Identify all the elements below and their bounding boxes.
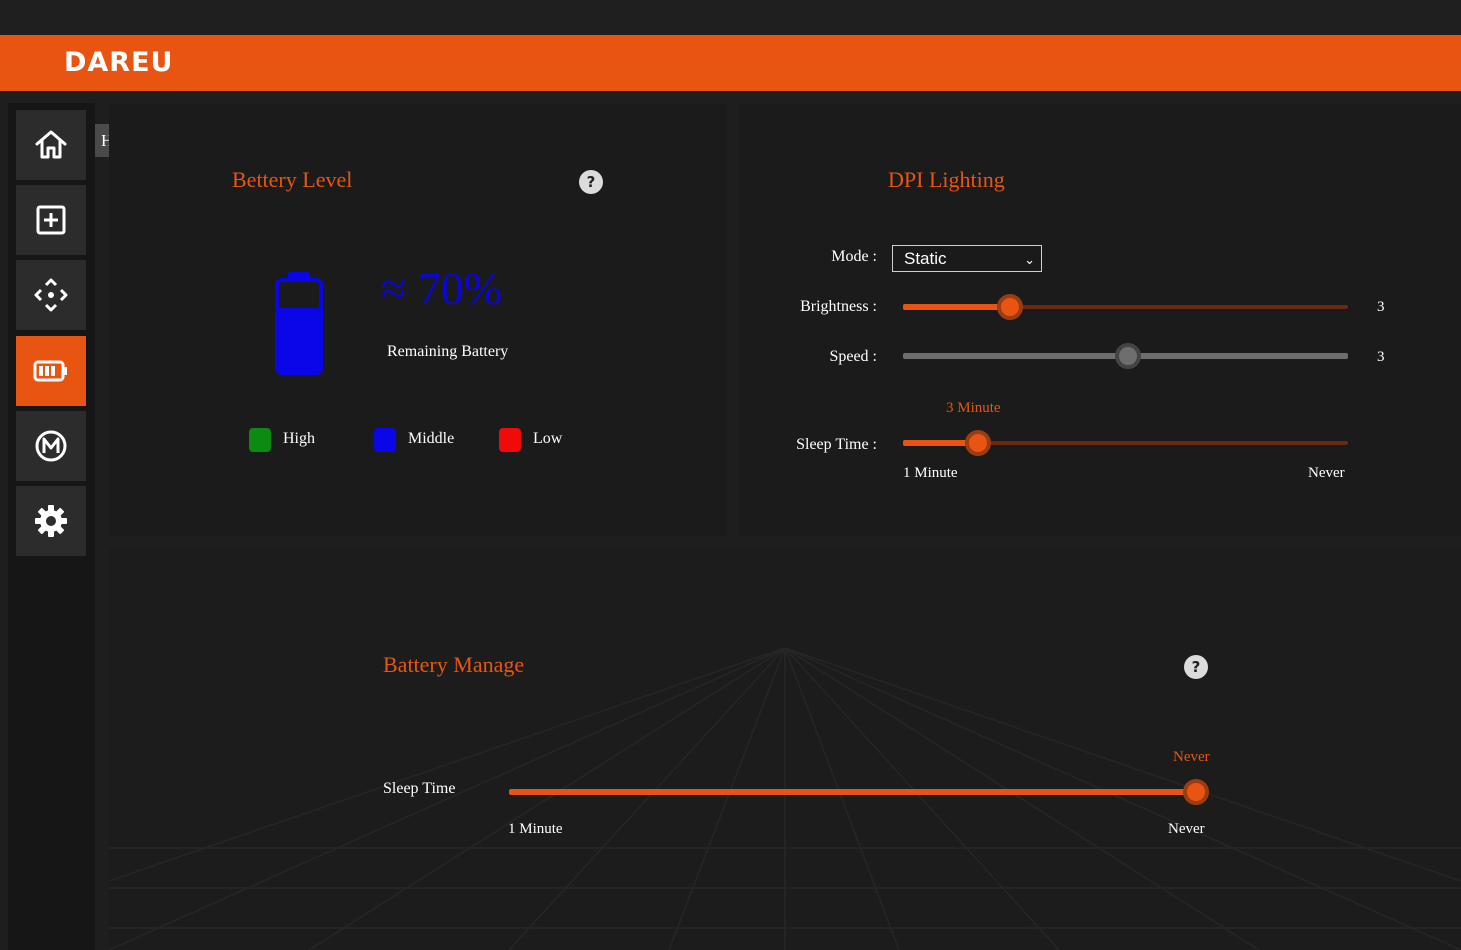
legend-high-label: High [283, 430, 315, 447]
brightness-slider-knob[interactable] [996, 294, 1023, 320]
dpi-sleep-slider-fill [903, 440, 978, 446]
legend-low-swatch [499, 428, 521, 452]
dpi-sleep-min: 1 Minute [903, 465, 958, 481]
sidebar-item-settings[interactable] [16, 486, 86, 556]
battery-gauge-icon [275, 272, 323, 375]
battery-level-help-icon[interactable]: ? [579, 170, 603, 194]
speed-value: 3 [1377, 349, 1385, 365]
brightness-slider-track[interactable] [903, 305, 1348, 309]
remaining-battery-label: Remaining Battery [387, 343, 509, 360]
legend-high-swatch [249, 428, 271, 452]
legend-low-label: Low [533, 430, 563, 447]
sidebar-item-add[interactable] [16, 185, 86, 255]
brightness-value: 3 [1377, 299, 1385, 315]
sidebar-item-battery[interactable] [16, 336, 86, 406]
dareu-logo: DAREU [64, 47, 174, 78]
title-bar [0, 0, 1461, 35]
gear-icon [35, 505, 67, 537]
home-icon [35, 130, 67, 159]
manage-sleep-label: Sleep Time [383, 780, 456, 797]
battery-level-panel [109, 104, 727, 536]
floor-grid-background [109, 647, 1461, 950]
mode-label: Mode : [831, 248, 877, 265]
dpi-sleep-slider-track[interactable] [903, 441, 1348, 445]
battery-manage-title: Battery Manage [383, 652, 525, 677]
speed-label: Speed : [829, 348, 877, 365]
battery-percent: ≈ 70% [381, 263, 503, 314]
speed-slider-knob[interactable] [1114, 343, 1141, 369]
macro-m-icon [35, 430, 67, 462]
plus-square-icon [36, 205, 66, 235]
battery-gauge-fill [277, 308, 321, 373]
manage-sleep-slider-knob[interactable] [1183, 779, 1209, 805]
dpi-lighting-title: DPI Lighting [888, 167, 1005, 192]
brightness-label: Brightness : [800, 298, 877, 315]
manage-sleep-min: 1 Minute [508, 821, 563, 837]
legend-middle-label: Middle [408, 430, 455, 447]
mode-select-value: Static [904, 249, 947, 268]
dpi-sleep-slider-knob[interactable] [964, 430, 991, 456]
move-arrows-icon [34, 278, 68, 312]
legend-middle-swatch [374, 428, 396, 452]
battery-level-title: Bettery Level [232, 167, 353, 192]
battery-icon [33, 360, 67, 382]
dpi-sleep-label: Sleep Time : [796, 436, 877, 453]
manage-sleep-max: Never [1168, 821, 1205, 837]
dpi-sleep-current: 3 Minute [946, 400, 1001, 416]
sidebar-item-home[interactable] [16, 110, 86, 180]
manage-sleep-slider-fill [509, 789, 1196, 795]
mode-select[interactable]: Static ⌄ [892, 245, 1042, 272]
chevron-down-icon: ⌄ [1024, 252, 1035, 267]
dpi-lighting-panel [739, 104, 1461, 536]
battery-manage-panel [109, 548, 1461, 950]
battery-manage-help-icon[interactable]: ? [1184, 655, 1208, 679]
sidebar-item-macro[interactable] [16, 411, 86, 481]
brightness-slider-fill [903, 304, 1010, 310]
dpi-sleep-max: Never [1308, 465, 1345, 481]
manage-sleep-current: Never [1173, 749, 1210, 765]
header-bar [0, 35, 1461, 91]
sidebar-item-move[interactable] [16, 260, 86, 330]
